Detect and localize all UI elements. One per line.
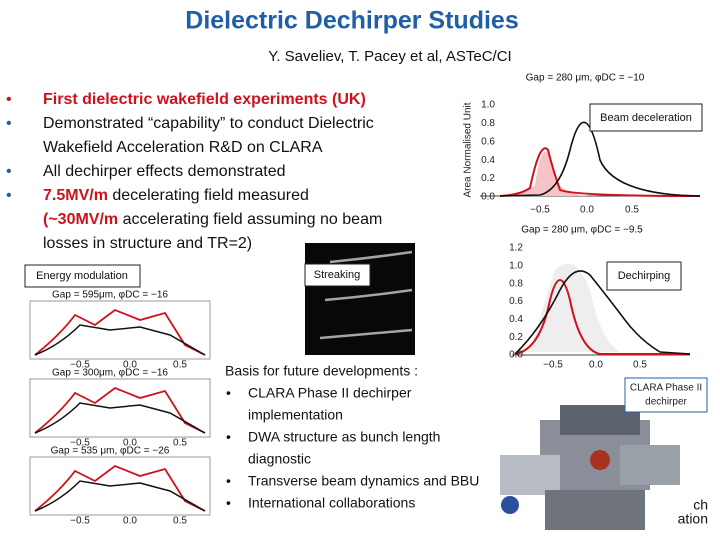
y-tick-label: 0.4 [509, 314, 523, 325]
y-tick-label: 0.8 [509, 278, 523, 289]
bullet-dot: • [6, 115, 12, 132]
basis-list: Basis for future developments : • CLARA Ph… [225, 363, 479, 511]
y-tick-label: 0.2 [481, 173, 495, 184]
plot-label: Dechirping [618, 270, 671, 282]
bullet-dot: • [226, 429, 231, 445]
basis-line: DWA structure as bunch length [248, 429, 440, 445]
bullet-run: 7.5MV/m [43, 187, 108, 204]
profile [34, 386, 206, 434]
bullet-run: (~30MV/m [43, 211, 118, 228]
bullet-dot: • [226, 473, 231, 489]
y-tick-label: 0.4 [481, 155, 495, 166]
plot-frame [478, 90, 708, 202]
bullet-line: 7.5MV/m decelerating field measured [43, 187, 309, 204]
bullet-line: Wakefield Acceleration R&D on CLARA [43, 139, 323, 156]
bullet-run: decelerating field measured [108, 187, 309, 204]
basis-heading: Basis for future developments : [225, 363, 418, 379]
x-tick-label: 0.5 [173, 360, 187, 371]
plot-title: Gap = 280 μm, φDC = −9.5 [521, 225, 643, 236]
bullet-dot: • [6, 187, 12, 204]
profile [34, 324, 206, 356]
x-tick-label: −0.5 [543, 360, 563, 371]
y-tick-label: 0.2 [509, 332, 523, 343]
energy-plots: Gap = 595μm, φDC = −16 −0.5 0.0 0.5 Gap = 30… [29, 290, 211, 527]
profile [34, 480, 206, 512]
dechirper-image [500, 377, 708, 530]
plot-label: Beam deceleration [600, 112, 692, 124]
y-axis-label: Area Normalised Unit [463, 102, 474, 197]
slide-title: Dielectric Dechirper Studies [185, 7, 518, 35]
streaking-image: Streaking [304, 243, 415, 355]
basis-line: diagnostic [248, 451, 311, 467]
bullet-run: All dechirper effects demonstrated [43, 163, 286, 180]
bullet-run: accelerating field assuming no beam [118, 211, 382, 228]
y-tick-label: 0.0 [509, 350, 523, 361]
dechirper-label: dechirper [645, 397, 687, 408]
profile [34, 464, 206, 512]
energy-modulation-label: Energy modulation [36, 270, 128, 282]
bullet-list: • First dielectric wakefield experiments … [6, 91, 382, 252]
bullet-dot: • [226, 385, 231, 401]
y-tick-label: 1.2 [509, 243, 523, 254]
plot-title: Gap = 300μm, φDC = −16 [52, 368, 168, 379]
y-tick-label: 0.8 [481, 118, 495, 129]
logo-text: ch [693, 497, 708, 513]
profile [34, 308, 206, 356]
y-tick-label: 1.0 [509, 260, 523, 271]
x-tick-label: 0.5 [173, 438, 187, 449]
y-tick-label: 0.6 [509, 296, 523, 307]
x-tick-label: −0.5 [70, 360, 90, 371]
bullet-dot: • [6, 91, 12, 108]
basis-line: CLARA Phase II dechirper [248, 385, 412, 401]
y-tick-label: 1.0 [481, 100, 495, 111]
profile [34, 402, 206, 434]
bullet-line: Demonstrated “capability” to conduct Die… [43, 115, 374, 132]
x-tick-label: 0.0 [123, 360, 137, 371]
plot-box [29, 378, 211, 438]
bullet-run: Wakefield Acceleration R&D on CLARA [43, 139, 323, 156]
plot-title: Gap = 280 μm, φDC = −10 [526, 73, 645, 84]
bullet-run: Demonstrated “capability” to conduct Die… [43, 115, 374, 132]
x-tick-label: −0.5 [70, 438, 90, 449]
streaking-label: Streaking [314, 269, 360, 281]
bullet-line: First dielectric wakefield experiments (… [43, 91, 366, 108]
subtitle: Y. Saveliev, T. Pacey et al, ASTeC/CI [268, 48, 511, 65]
plot-box [29, 456, 211, 516]
plot-title: Gap = 595μm, φDC = −16 [52, 290, 168, 301]
bullet-dot: • [226, 495, 231, 511]
bullet-dot: • [6, 163, 12, 180]
y-tick-label: 0.0 [481, 192, 495, 203]
plot-title: Gap = 535 μm, φDC = −26 [51, 446, 170, 457]
x-tick-label: 0.0 [123, 438, 137, 449]
x-tick-label: 0.5 [173, 516, 187, 527]
x-tick-label: 0.0 [123, 516, 137, 527]
x-tick-label: 0.0 [589, 360, 603, 371]
x-tick-label: 0.5 [625, 205, 639, 216]
bullet-line: losses in structure and TR=2) [43, 235, 252, 252]
logo-text: ation [678, 511, 708, 527]
x-tick-label: 0.0 [580, 205, 594, 216]
basis-line: International collaborations [248, 495, 415, 511]
basis-line: implementation [248, 407, 343, 423]
bullet-run: First dielectric wakefield experiments (… [43, 91, 366, 108]
x-tick-label: 0.5 [633, 360, 647, 371]
label-box [24, 264, 141, 288]
bullet-run: losses in structure and TR=2) [43, 235, 252, 252]
plot-box [29, 300, 211, 360]
y-tick-label: 0.6 [481, 136, 495, 147]
x-tick-label: −0.5 [530, 205, 550, 216]
x-tick-label: −0.5 [70, 516, 90, 527]
dechirper-label: CLARA Phase II [630, 383, 702, 394]
basis-line: Transverse beam dynamics and BBU [248, 473, 479, 489]
plot-frame [512, 261, 691, 356]
bullet-line: All dechirper effects demonstrated [43, 163, 286, 180]
bullet-line: (~30MV/m accelerating field assuming no … [43, 211, 382, 228]
